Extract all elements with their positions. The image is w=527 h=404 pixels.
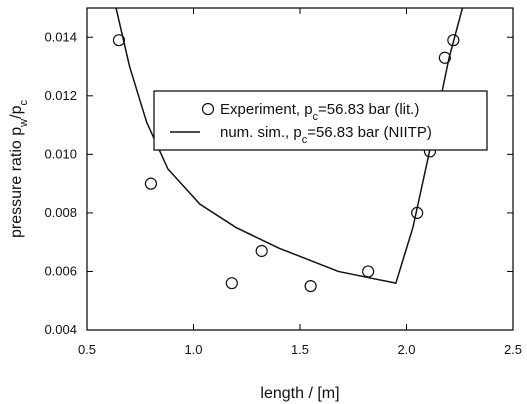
- y-tick-label: 0.012: [44, 88, 77, 103]
- x-tick-label: 0.5: [78, 342, 96, 357]
- y-tick-label: 0.008: [44, 205, 77, 220]
- y-tick-label: 0.010: [44, 146, 77, 161]
- y-axis-tick-labels: 0.004 0.006 0.008 0.010 0.012 0.014: [44, 29, 77, 337]
- x-tick-label: 2.0: [397, 342, 415, 357]
- legend: Experiment, pc=56.83 bar (lit.) num. sim…: [153, 90, 488, 151]
- y-axis-title: pressure ratio pw/pc: [8, 100, 30, 238]
- x-axis-tick-labels: 0.5 1.0 1.5 2.0 2.5: [78, 342, 522, 357]
- legend-label-simulation-post: =56.83 bar (NIITP): [307, 124, 432, 141]
- y-axis-title-sub-c: c: [18, 100, 30, 106]
- x-tick-label: 1.0: [184, 342, 202, 357]
- experiment-point: [144, 177, 157, 190]
- y-axis-title-separator: /p: [8, 105, 25, 118]
- plot-area: [87, 8, 513, 330]
- legend-label-simulation-pre: num. sim., p: [220, 124, 302, 141]
- experiment-point: [362, 265, 375, 278]
- y-axis-title-main: pressure ratio p: [8, 127, 25, 238]
- x-tick-label: 2.5: [504, 342, 522, 357]
- experiment-point: [304, 279, 317, 293]
- x-tick-label: 1.5: [291, 342, 309, 357]
- legend-label-experiment-sub: c: [313, 111, 319, 123]
- legend-marker-experiment: [201, 102, 215, 116]
- legend-label-experiment-pre: Experiment, p: [220, 101, 313, 118]
- experiment-point: [411, 206, 424, 220]
- experiment-points: [112, 34, 460, 293]
- legend-label-experiment: Experiment, pc=56.83 bar (lit.): [220, 101, 419, 123]
- experiment-point: [255, 244, 268, 258]
- experiment-point: [447, 34, 460, 47]
- legend-label-simulation-sub: c: [302, 134, 308, 146]
- experiment-point: [438, 51, 451, 64]
- y-tick-label: 0.014: [44, 29, 77, 44]
- y-axis-title-sub-w: w: [18, 119, 30, 128]
- experiment-point: [225, 277, 238, 290]
- legend-box: [153, 90, 488, 151]
- y-tick-label: 0.004: [44, 322, 77, 337]
- x-axis-title: length / [m]: [260, 385, 339, 402]
- legend-label-simulation: num. sim., pc=56.83 bar (NIITP): [220, 124, 432, 146]
- experiment-point: [112, 34, 126, 47]
- legend-label-experiment-post: =56.83 bar (lit.): [318, 101, 419, 118]
- plot-frame: [86, 7, 514, 331]
- y-tick-label: 0.006: [44, 263, 77, 278]
